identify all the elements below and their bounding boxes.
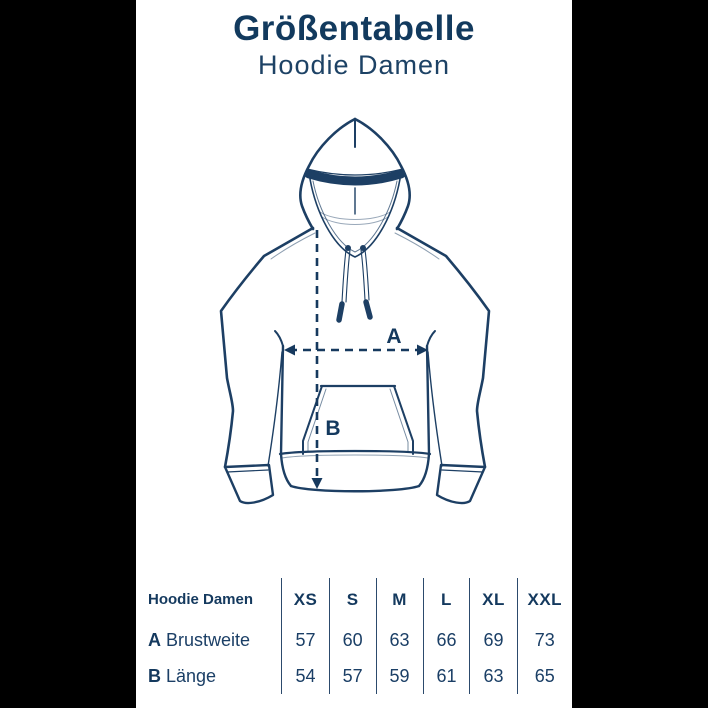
right-cuff [435, 463, 487, 505]
hem-band [278, 449, 432, 456]
hoodie-drawing: A B [219, 117, 491, 505]
row-key-b: B [148, 665, 161, 686]
table-row-laenge: B Länge 54 57 59 61 63 65 [140, 658, 572, 694]
kangaroo-pocket [302, 384, 414, 455]
hood-rim-band [304, 169, 406, 186]
size-chart-card: Größentabelle Hoodie Damen [136, 0, 572, 708]
size-table: Hoodie Damen XS S M L XL XXL A Brustweite… [140, 578, 572, 694]
cell-b-l: 61 [422, 658, 470, 694]
hoodie-outline [219, 117, 491, 505]
size-table-header-row: Hoodie Damen XS S M L XL XXL [140, 578, 572, 622]
col-header-s: S [328, 578, 377, 622]
cell-a-xxl: 73 [516, 622, 572, 658]
measure-arrow-a [284, 344, 428, 356]
cell-a-xl: 69 [469, 622, 518, 658]
measure-label-a: A [386, 325, 401, 348]
row-label-laenge: B Länge [148, 665, 217, 686]
cell-b-s: 57 [328, 658, 377, 694]
col-header-xs: XS [281, 578, 330, 622]
cell-b-xxl: 65 [516, 658, 572, 694]
measure-label-b: B [325, 417, 340, 440]
cell-b-xs: 54 [281, 658, 330, 694]
row-label-brustweite: A Brustweite [148, 629, 251, 650]
col-header-xl: XL [469, 578, 518, 622]
cell-b-xl: 63 [469, 658, 518, 694]
col-header-l: L [422, 578, 470, 622]
size-table-title: Hoodie Damen [148, 590, 254, 608]
page-title: Größentabelle [233, 9, 475, 48]
cell-a-xs: 57 [281, 622, 330, 658]
cell-a-s: 60 [328, 622, 377, 658]
cell-a-l: 66 [422, 622, 470, 658]
drawstrings [336, 245, 373, 323]
col-header-m: M [375, 578, 423, 622]
col-header-xxl: XXL [516, 578, 572, 622]
left-cuff [223, 463, 275, 505]
row-key-a: A [148, 629, 161, 650]
page-subtitle: Hoodie Damen [257, 49, 451, 80]
table-row-brustweite: A Brustweite 57 60 63 66 69 73 [140, 622, 572, 658]
cell-a-m: 63 [375, 622, 423, 658]
cell-b-m: 59 [375, 658, 423, 694]
measure-arrow-b [311, 230, 323, 489]
